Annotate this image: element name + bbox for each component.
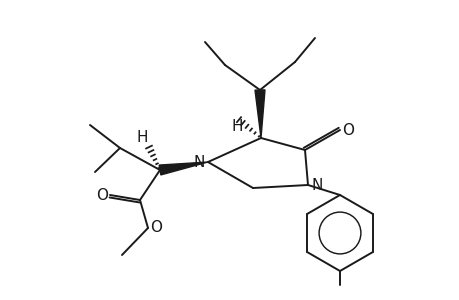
Text: H: H xyxy=(136,130,147,145)
Text: N: N xyxy=(311,178,322,193)
Text: O: O xyxy=(341,122,353,137)
Text: O: O xyxy=(96,188,108,202)
Polygon shape xyxy=(254,90,264,138)
Text: O: O xyxy=(150,220,162,236)
Text: N: N xyxy=(193,154,204,169)
Text: H: H xyxy=(231,118,242,134)
Polygon shape xyxy=(159,162,207,175)
